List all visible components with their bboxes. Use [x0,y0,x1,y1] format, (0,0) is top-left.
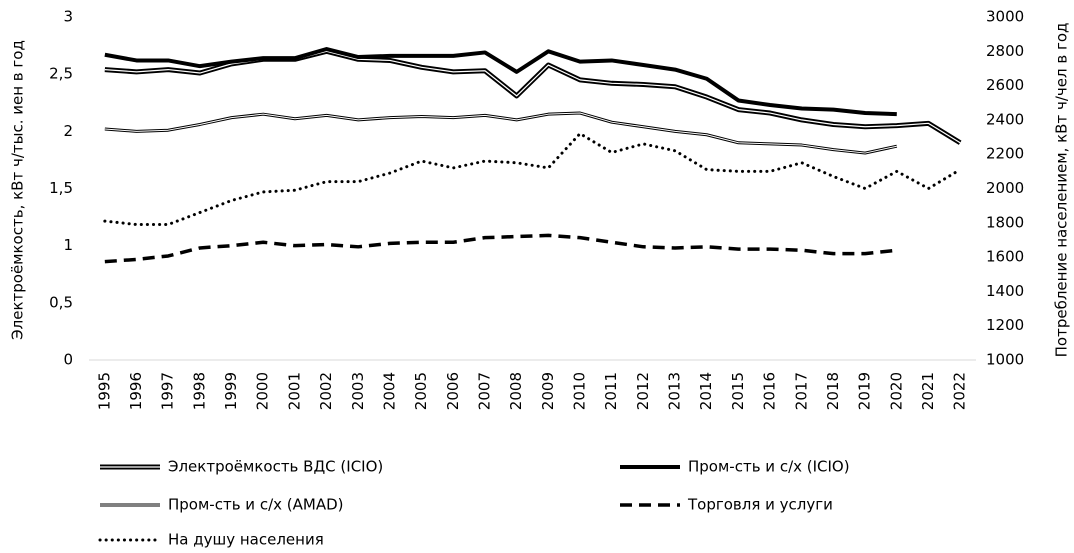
x-tick-label: 2013 [666,372,684,410]
x-tick-label: 2005 [412,372,430,410]
x-tick-label: 2007 [475,372,493,410]
y2-tick-label: 1200 [986,316,1024,334]
y2-tick-label: 1600 [986,248,1024,266]
line-series [104,47,897,117]
line-series [103,132,962,227]
x-tick-label: 2004 [380,372,398,410]
x-tick-label: 2010 [571,372,589,410]
x-tick-label: 2002 [317,372,335,410]
x-tick-label: 1996 [127,372,145,410]
y2-tick-label: 2400 [986,110,1024,128]
x-tick-label: 2014 [697,372,715,410]
x-tick-label: 2003 [349,372,367,410]
y2-tick-label: 1400 [986,282,1024,300]
y-tick-label: 2,5 [49,65,73,83]
legend-label: Торговля и услуги [687,496,833,514]
y2-tick-label: 3000 [986,8,1024,26]
x-tick-label: 2020 [887,372,905,410]
x-tick-label: 1998 [190,372,208,410]
y2-tick-label: 1000 [986,351,1024,369]
y2-axis-title: Потребление населением, кВт ч/чел в год [1053,23,1071,358]
x-tick-label: 1999 [222,372,240,410]
legend-label: Пром-сть и с/х (AMAD) [168,496,343,514]
y-tick-label: 2 [63,122,73,140]
y2-tick-label: 2200 [986,145,1024,163]
line-series [104,48,962,145]
x-tick-label: 2019 [856,372,874,410]
y2-tick-label: 2000 [986,179,1024,197]
x-tick-label: 2017 [792,372,810,410]
line-series [104,112,897,154]
x-tick-label: 2021 [919,372,937,410]
legend-label: Электроёмкость ВДС (ICIO) [168,458,383,476]
x-tick-label: 2011 [602,372,620,410]
x-tick-label: 2009 [539,372,557,410]
x-tick-label: 2022 [951,372,969,410]
x-tick-label: 2006 [444,372,462,410]
legend-label: На душу населения [168,531,324,549]
x-tick-label: 2001 [285,372,303,410]
y-tick-label: 0 [63,351,73,369]
y2-tick-label: 2600 [986,76,1024,94]
line-series [104,233,897,264]
legend-label: Пром-сть и с/х (ICIO) [688,458,850,476]
x-tick-label: 2015 [729,372,747,410]
x-tick-label: 2018 [824,372,842,410]
y2-tick-label: 2800 [986,42,1024,60]
y-tick-label: 1,5 [49,179,73,197]
x-tick-label: 2012 [634,372,652,410]
x-tick-label: 1997 [159,372,177,410]
y2-tick-label: 1800 [986,213,1024,231]
x-tick-label: 1995 [95,372,113,410]
x-tick-label: 2000 [254,372,272,410]
y-tick-label: 0,5 [49,293,73,311]
y-tick-label: 3 [63,8,73,26]
x-tick-label: 2016 [761,372,779,410]
y-axis-title: Электроёмкость, кВт ч/тыс. иен в год [9,40,27,340]
x-tick-label: 2008 [507,372,525,410]
y-tick-label: 1 [63,236,73,254]
